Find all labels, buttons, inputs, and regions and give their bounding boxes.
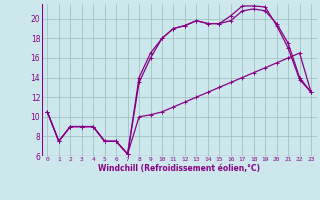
X-axis label: Windchill (Refroidissement éolien,°C): Windchill (Refroidissement éolien,°C) xyxy=(98,164,260,173)
